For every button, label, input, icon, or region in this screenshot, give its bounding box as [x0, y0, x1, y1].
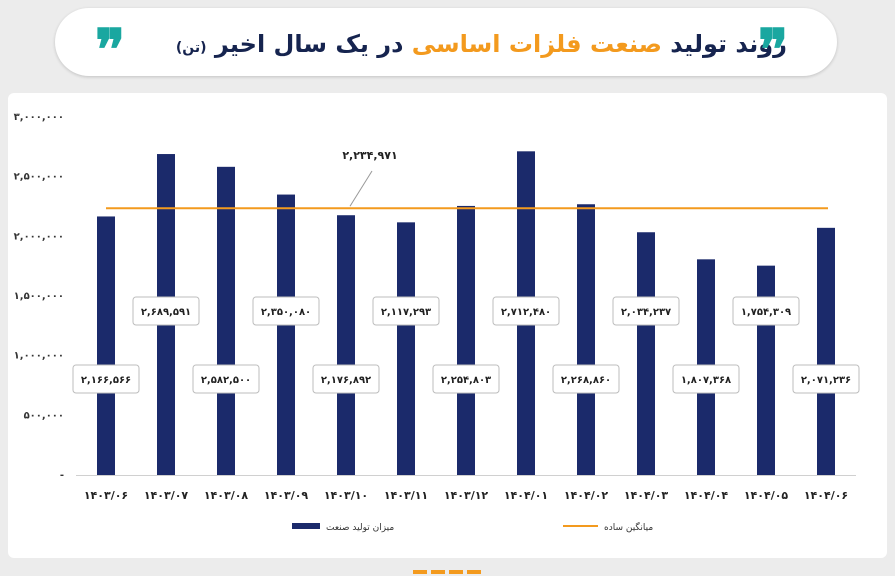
x-tick-label: ۱۴۰۳/۱۲	[444, 489, 489, 502]
title-highlight: صنعت فلزات اساسی	[411, 30, 662, 58]
data-label-box	[612, 296, 680, 326]
data-label-box	[492, 296, 560, 326]
data-label-box	[432, 364, 500, 394]
x-tick-label: ۱۴۰۴/۰۴	[684, 489, 729, 502]
chart-title: روند تولید صنعت فلزات اساسی در یک سال اخ…	[176, 30, 787, 58]
data-label: ۲,۷۱۲,۴۸۰	[501, 307, 551, 318]
data-label-box	[192, 364, 260, 394]
legend-swatch-production	[292, 523, 320, 529]
y-tick-label: ۱,۵۰۰,۰۰۰	[14, 291, 64, 302]
data-label: ۲,۱۶۶,۵۶۶	[81, 375, 131, 386]
data-label-box	[132, 296, 200, 326]
y-tick-label: -	[60, 470, 64, 481]
bar	[337, 215, 355, 475]
y-tick-label: ۲,۰۰۰,۰۰۰	[14, 231, 64, 242]
x-tick-label: ۱۴۰۳/۰۸	[204, 489, 249, 502]
title-part2: در یک سال اخیر	[214, 30, 404, 58]
average-leader-line	[349, 170, 373, 207]
quote-open-icon: ❞	[95, 17, 126, 83]
bar-chart: - ۵۰۰,۰۰۰ ۱,۰۰۰,۰۰۰ ۱,۵۰۰,۰۰۰ ۲,۰۰۰,۰۰۰ ۲,۵۰۰…	[14, 112, 860, 533]
x-tick-label: ۱۴۰۴/۰۲	[564, 489, 609, 502]
footer-dash	[467, 570, 481, 574]
data-label-box	[792, 364, 860, 394]
y-tick-label: ۱,۰۰۰,۰۰۰	[14, 351, 64, 362]
title-banner: ❞ روند تولید صنعت فلزات اساسی در یک سال …	[55, 8, 837, 83]
data-label: ۲,۲۶۸,۸۶۰	[561, 375, 611, 386]
bar	[817, 227, 835, 475]
bar	[217, 166, 235, 475]
legend-label-production: میزان تولید صنعت	[326, 523, 394, 533]
data-label-box	[252, 296, 320, 326]
data-label: ۲,۰۷۱,۲۳۶	[801, 375, 851, 386]
data-label: ۲,۰۳۴,۲۳۷	[621, 307, 671, 318]
x-tick-label: ۱۴۰۴/۰۵	[744, 489, 789, 502]
data-label: ۲,۶۸۹,۵۹۱	[141, 307, 191, 318]
chart-card: - ۵۰۰,۰۰۰ ۱,۰۰۰,۰۰۰ ۱,۵۰۰,۰۰۰ ۲,۰۰۰,۰۰۰ ۲,۵۰۰…	[8, 93, 887, 558]
data-label: ۲,۱۱۷,۲۹۳	[381, 307, 431, 318]
bar	[637, 232, 655, 475]
bar	[397, 222, 415, 475]
x-tick-label: ۱۴۰۳/۰۷	[144, 489, 189, 502]
title-unit: (تن)	[175, 40, 207, 56]
footer-dash	[431, 570, 445, 574]
x-tick-label: ۱۴۰۴/۰۶	[804, 489, 848, 502]
average-value-label: ۲,۲۳۴,۹۷۱	[342, 149, 397, 162]
legend-label-average: میانگین ساده	[604, 521, 653, 533]
data-label-box	[732, 296, 800, 326]
quote-close-icon: ❞	[758, 17, 789, 83]
x-tick-label: ۱۴۰۴/۰۳	[624, 489, 669, 502]
y-tick-label: ۳,۰۰۰,۰۰۰	[14, 112, 64, 123]
y-tick-label: ۵۰۰,۰۰۰	[24, 410, 64, 421]
data-label-box	[72, 364, 140, 394]
data-label: ۲,۳۵۰,۰۸۰	[261, 307, 311, 318]
bar	[277, 194, 295, 475]
footer-dash	[449, 570, 463, 574]
bar	[97, 216, 115, 475]
x-tick-label: ۱۴۰۳/۱۰	[324, 489, 368, 502]
bar	[457, 205, 475, 475]
data-label: ۱,۸۰۷,۳۶۸	[681, 375, 731, 386]
data-label: ۲,۱۷۶,۸۹۲	[321, 375, 371, 386]
data-label: ۲,۲۵۴,۸۰۳	[441, 375, 491, 386]
footer-dash	[413, 570, 427, 574]
data-label-box	[312, 364, 380, 394]
data-label: ۱,۷۵۴,۳۰۹	[741, 307, 791, 318]
footer-decoration	[413, 570, 481, 574]
title-part1: روند تولید	[670, 30, 787, 58]
y-tick-label: ۲,۵۰۰,۰۰۰	[14, 172, 64, 183]
bar	[577, 204, 595, 475]
data-label-box	[372, 296, 440, 326]
data-label-box	[552, 364, 620, 394]
data-label-box	[672, 364, 740, 394]
x-tick-label: ۱۴۰۳/۱۱	[384, 489, 428, 502]
x-tick-label: ۱۴۰۳/۰۹	[264, 489, 309, 502]
x-tick-label: ۱۴۰۳/۰۶	[84, 489, 128, 502]
x-tick-label: ۱۴۰۴/۰۱	[504, 489, 548, 502]
data-label: ۲,۵۸۲,۵۰۰	[201, 375, 251, 386]
